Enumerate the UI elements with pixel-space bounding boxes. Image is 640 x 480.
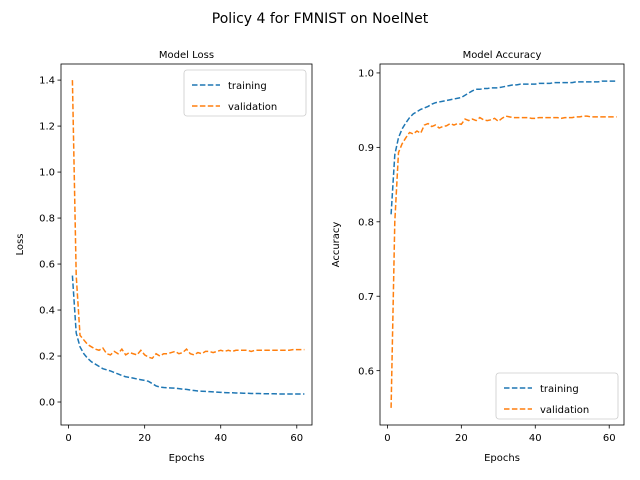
accuracy-title: Model Accuracy xyxy=(463,50,542,61)
accuracy-xtick-label: 60 xyxy=(603,433,616,444)
loss-series-validation xyxy=(71,80,305,360)
loss-series-training xyxy=(71,275,305,395)
accuracy-ytick-label: 0.9 xyxy=(358,143,374,154)
loss-ytick-label: 0.6 xyxy=(39,260,55,271)
loss-title: Model Loss xyxy=(159,50,214,61)
accuracy-series-training xyxy=(390,80,617,215)
accuracy-series-validation xyxy=(390,115,617,408)
accuracy-ytick-label: 0.7 xyxy=(358,292,374,303)
accuracy-axes-frame xyxy=(379,63,625,426)
loss-xlabel: Epochs xyxy=(169,453,205,464)
accuracy-xtick-label: 0 xyxy=(384,433,390,444)
loss-ylabel: Loss xyxy=(15,234,26,256)
accuracy-xtick-label: 40 xyxy=(529,433,542,444)
loss-xtick-label: 60 xyxy=(290,433,303,444)
loss-axes-frame xyxy=(60,63,313,426)
loss-legend-label-validation: validation xyxy=(228,102,277,113)
loss-ytick-label: 1.2 xyxy=(39,122,55,133)
loss-ytick-label: 0.4 xyxy=(39,306,55,317)
loss-ytick-label: 0.2 xyxy=(39,352,55,363)
accuracy-ytick-label: 1.0 xyxy=(358,69,374,80)
accuracy-ylabel: Accuracy xyxy=(331,222,342,268)
loss-xtick-label: 20 xyxy=(138,433,151,444)
accuracy-xlabel: Epochs xyxy=(484,453,520,464)
accuracy-legend-label-validation: validation xyxy=(540,405,589,416)
loss-xtick-label: 0 xyxy=(65,433,71,444)
loss-legend-box xyxy=(183,69,307,117)
loss-ytick-label: 0.8 xyxy=(39,214,55,225)
accuracy-legend-label-training: training xyxy=(540,384,579,395)
accuracy-legend-box xyxy=(495,372,619,420)
figure-title: Policy 4 for FMNIST on NoelNet xyxy=(212,11,429,27)
loss-xtick-label: 40 xyxy=(214,433,227,444)
loss-ytick-label: 1.4 xyxy=(39,76,55,87)
accuracy-ytick-label: 0.8 xyxy=(358,217,374,228)
loss-ytick-label: 1.0 xyxy=(39,168,55,179)
accuracy-xtick-label: 20 xyxy=(455,433,468,444)
accuracy-ytick-label: 0.6 xyxy=(358,366,374,377)
loss-legend-label-training: training xyxy=(228,81,267,92)
loss-ytick-label: 0.0 xyxy=(39,398,55,409)
